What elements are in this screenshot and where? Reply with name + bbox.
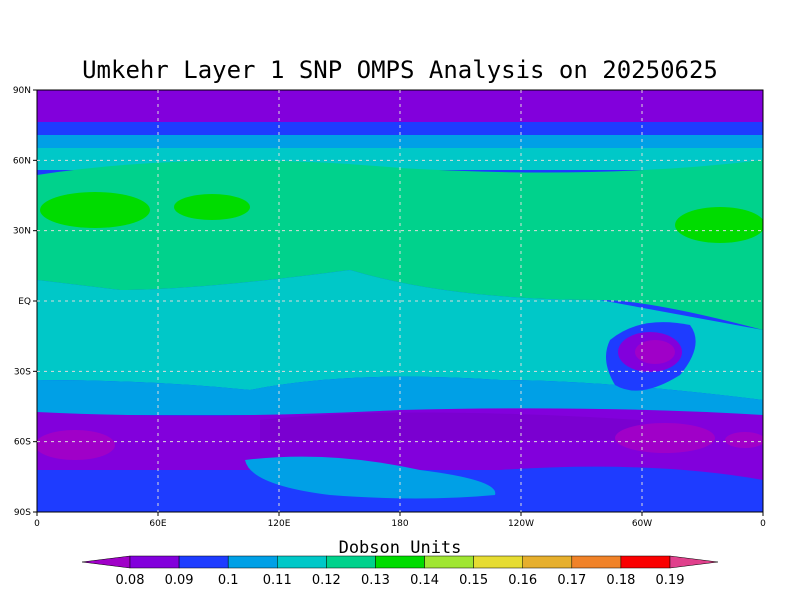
y-tick-label: 60S xyxy=(14,438,31,448)
graticule: 0 60E 120E 180 120W 60W 0 90N 60N 30N EQ 30S 60S 90S xyxy=(13,86,766,529)
colorbar-level: 0.16 xyxy=(508,573,537,588)
colorbar-extend-low xyxy=(81,555,131,569)
colorbar-level: 0.18 xyxy=(606,573,635,588)
y-tick-label: 90S xyxy=(14,508,31,518)
colorbar-swatch xyxy=(178,555,229,569)
colorbar-swatch xyxy=(424,555,474,569)
colorbar-level: 0.08 xyxy=(116,573,145,588)
colorbar-swatch xyxy=(571,555,622,569)
colorbar-level: 0.19 xyxy=(656,573,685,588)
y-tick-label: 30S xyxy=(14,367,31,377)
title: Umkehr Layer 1 SNP OMPS Analysis on 2025… xyxy=(82,56,718,84)
colorbar-level: 0.1 xyxy=(218,573,239,588)
colorbar-swatch xyxy=(277,555,327,569)
y-tick-label: 60N xyxy=(13,156,31,166)
x-tick-label: 60E xyxy=(149,519,166,529)
colorbar-label: Dobson Units xyxy=(339,538,462,558)
colorbar-swatch xyxy=(522,555,573,569)
colorbar-swatch xyxy=(129,555,180,569)
colorbar-level: 0.11 xyxy=(263,573,292,588)
colorbar-swatch xyxy=(375,555,425,569)
colorbar-swatch xyxy=(473,555,523,569)
colorbar-extend-high xyxy=(669,555,719,569)
colorbar-level: 0.15 xyxy=(459,573,488,588)
colorbar-swatch xyxy=(326,555,376,569)
y-tick-label: EQ xyxy=(18,297,31,307)
colorbar-level: 0.17 xyxy=(557,573,586,588)
y-tick-label: 90N xyxy=(13,86,31,96)
x-tick-label: 180 xyxy=(391,519,408,529)
x-tick-label: 120W xyxy=(508,519,534,529)
colorbar-level: 0.14 xyxy=(410,573,439,588)
x-tick-label: 60W xyxy=(632,519,652,529)
colorbar: 0.08 0.09 0.1 0.11 0.12 0.13 0.14 0.15 0.16 0.17 0… xyxy=(81,555,719,588)
colorbar-swatch xyxy=(620,555,671,569)
colorbar-swatch xyxy=(227,555,278,569)
colorbar-level: 0.09 xyxy=(165,573,194,588)
colorbar-level: 0.12 xyxy=(312,573,341,588)
y-tick-label: 30N xyxy=(13,227,31,237)
x-tick-label: 120E xyxy=(268,519,291,529)
x-tick-label: 0 xyxy=(34,519,40,529)
x-tick-label: 0 xyxy=(760,519,766,529)
colorbar-level: 0.13 xyxy=(361,573,390,588)
